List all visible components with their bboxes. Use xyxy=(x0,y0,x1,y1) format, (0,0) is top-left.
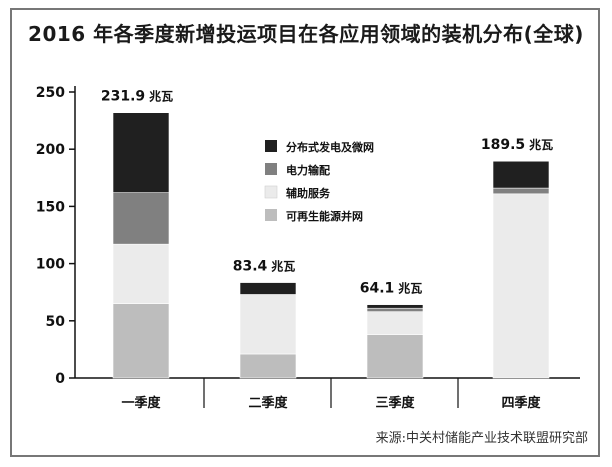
bar-segment xyxy=(239,282,297,295)
x-category-label: 四季度 xyxy=(501,395,541,411)
bar-segment xyxy=(112,112,170,193)
legend-label: 电力输配 xyxy=(286,163,330,177)
legend-label: 辅助服务 xyxy=(286,186,331,200)
x-category-label: 二季度 xyxy=(248,395,288,411)
y-tick-label: 200 xyxy=(36,142,65,158)
legend-swatch xyxy=(265,140,277,152)
bar-segment xyxy=(492,193,550,379)
bar-segment xyxy=(239,353,297,379)
legend-swatch xyxy=(265,163,277,175)
bar-segment xyxy=(492,187,550,195)
y-tick-label: 250 xyxy=(36,85,65,101)
bar-segment xyxy=(112,303,170,379)
bar-segment xyxy=(492,160,550,189)
bar-segment xyxy=(366,311,424,335)
bar-total-label: 231.9 兆瓦 xyxy=(101,89,173,105)
x-category-label: 一季度 xyxy=(121,395,161,411)
bar-total-label: 64.1 兆瓦 xyxy=(360,281,423,297)
bar-segment xyxy=(366,307,424,312)
legend-label: 分布式发电及微网 xyxy=(286,140,374,154)
bar-total-label: 83.4 兆瓦 xyxy=(233,259,296,275)
bar-segment xyxy=(112,192,170,245)
bar-total-label: 189.5 兆瓦 xyxy=(481,137,553,153)
y-tick-label: 100 xyxy=(36,257,65,273)
bar-segment xyxy=(366,334,424,379)
y-tick-label: 150 xyxy=(36,199,65,215)
legend-swatch xyxy=(265,209,277,221)
bar-segment xyxy=(239,294,297,355)
y-tick-label: 50 xyxy=(46,314,66,330)
x-category-label: 三季度 xyxy=(375,395,415,411)
chart-title: 2016 年各季度新增投运项目在各应用领域的装机分布(全球) xyxy=(28,22,584,46)
y-tick-label: 0 xyxy=(55,371,65,387)
legend-label: 可再生能源并网 xyxy=(286,209,363,223)
legend-swatch xyxy=(264,185,278,199)
bar-segment xyxy=(112,243,170,304)
source-note: 来源:中关村储能产业技术联盟研究部 xyxy=(375,431,588,446)
bar-segment xyxy=(366,304,424,309)
